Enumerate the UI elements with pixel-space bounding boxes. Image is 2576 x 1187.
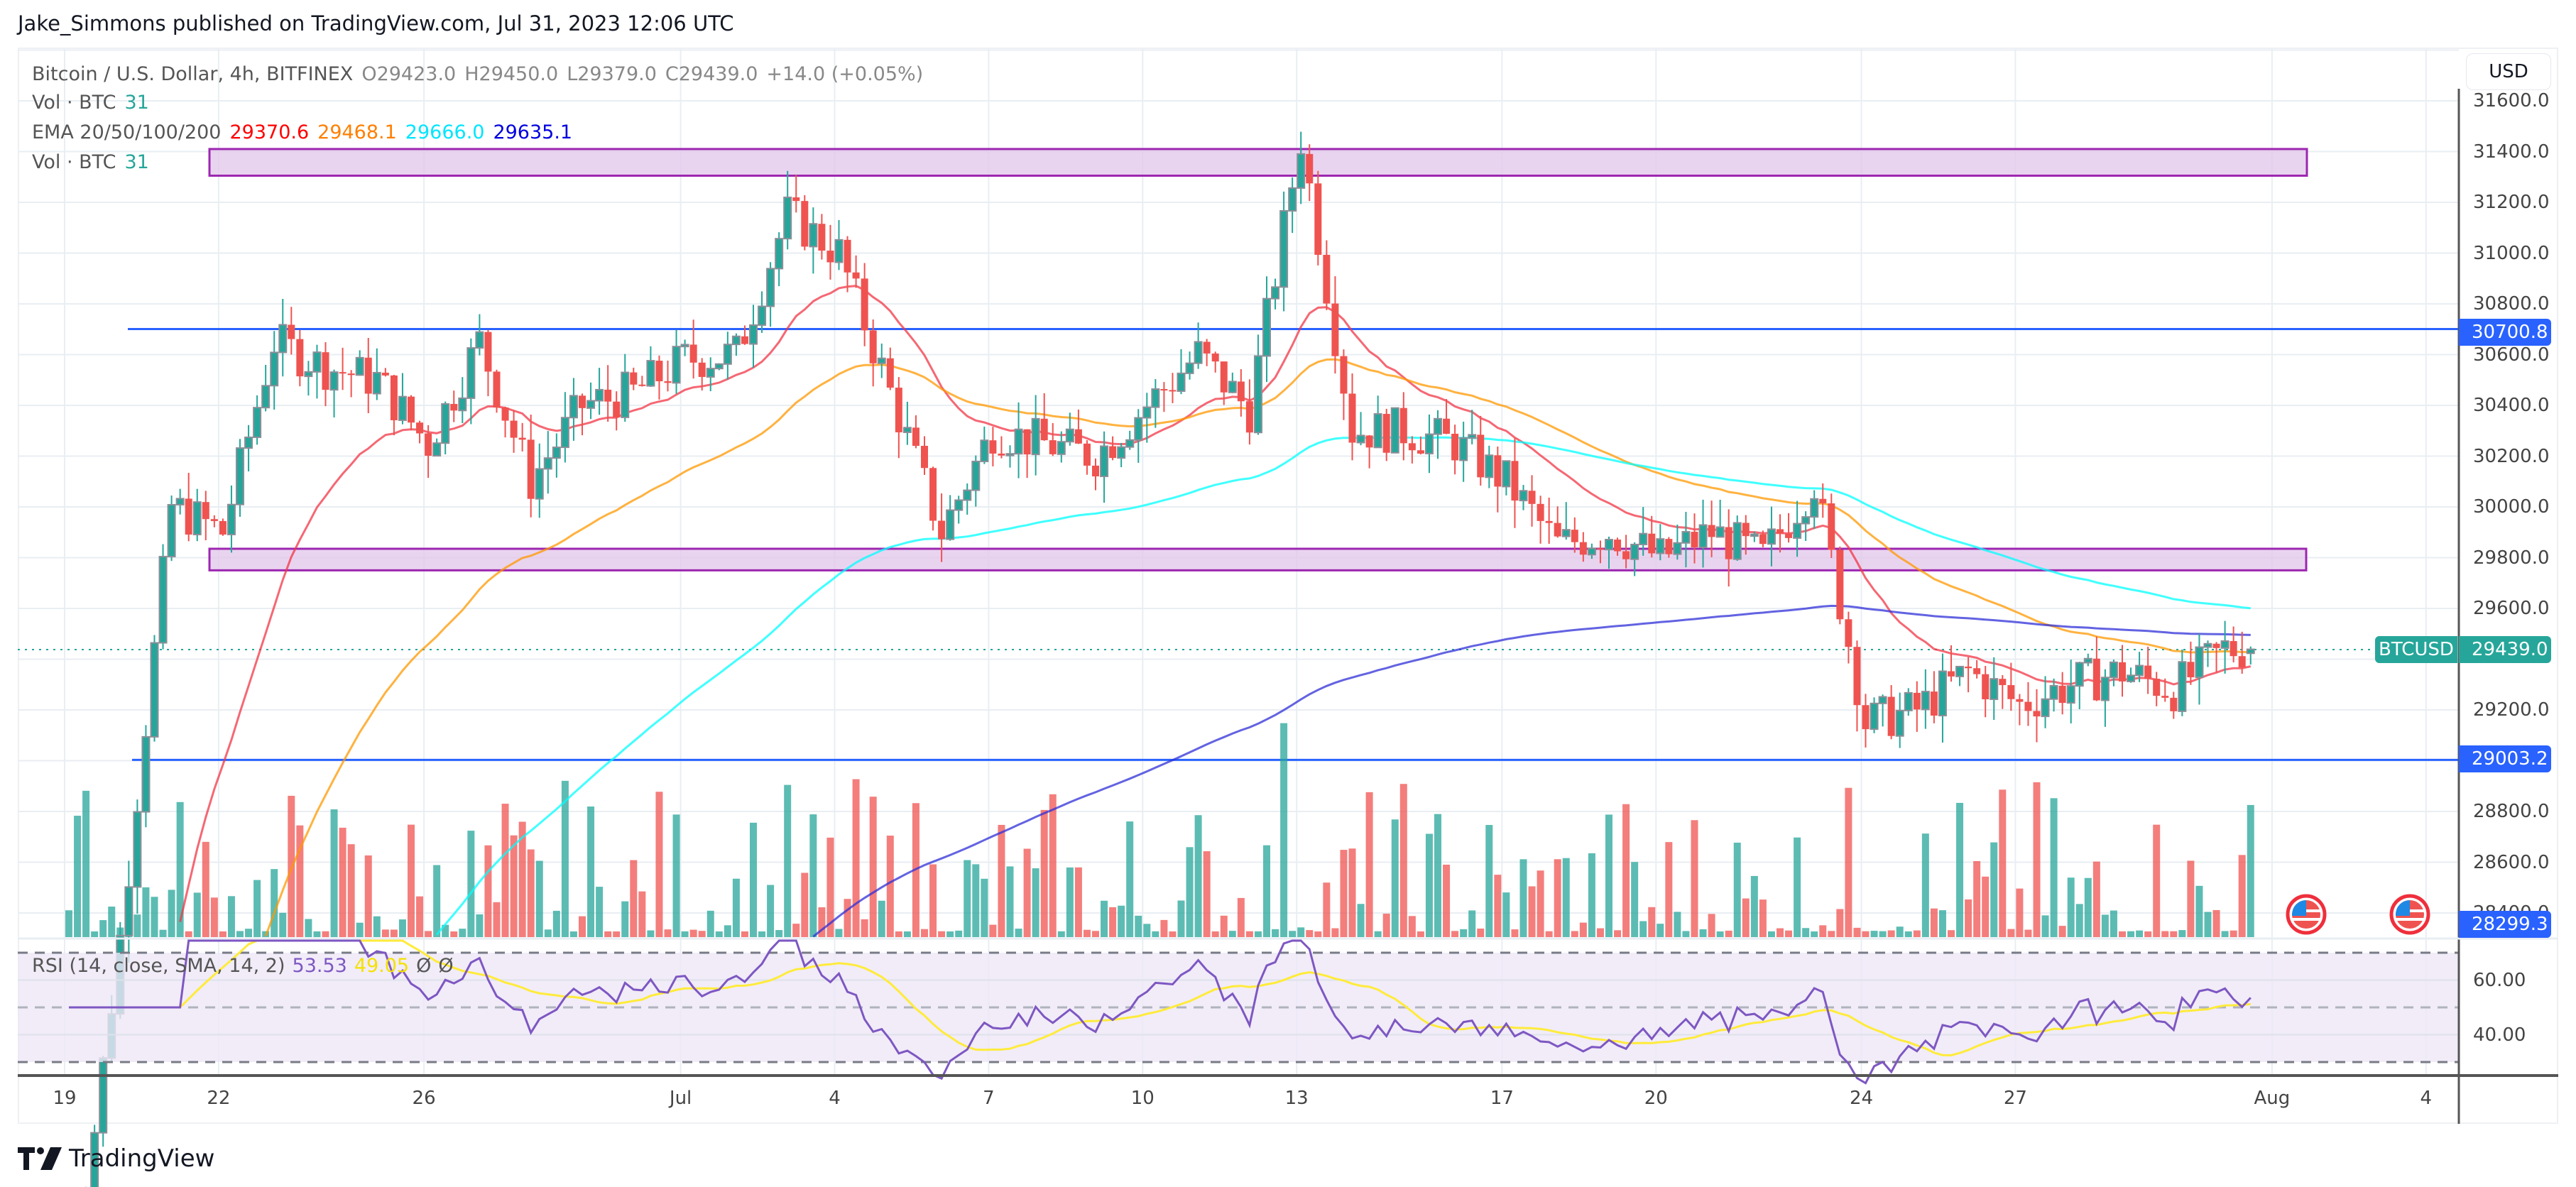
- symbol-tag: BTCUSD: [2375, 636, 2457, 663]
- vol-label: Vol · BTC: [32, 92, 116, 114]
- vol-value: 31: [124, 92, 149, 114]
- time-tick: 10: [1130, 1088, 1155, 1109]
- rsi-legend[interactable]: RSI (14, close, SMA, 14, 2) 53.53 49.05 Ø Ø: [32, 955, 461, 977]
- ema50-value: 29468.1: [317, 121, 397, 143]
- ohlc-close: C29439.0: [665, 63, 758, 85]
- candlesticks: [85, 131, 2255, 1187]
- time-tick: 17: [1490, 1088, 1514, 1109]
- currency-button[interactable]: USD: [2466, 53, 2551, 90]
- time-tick: 20: [1644, 1088, 1668, 1109]
- chart-frame: [18, 48, 2558, 1124]
- time-tick: 22: [207, 1088, 231, 1109]
- symbol-name: Bitcoin / U.S. Dollar, 4h, BITFINEX: [32, 63, 354, 85]
- time-tick: 27: [2003, 1088, 2027, 1109]
- time-tick: Aug: [2254, 1088, 2291, 1109]
- price-tick: 30800.0: [2473, 293, 2550, 314]
- ohlc-high: H29450.0: [464, 63, 559, 85]
- ohlc-low: L29379.0: [567, 63, 657, 85]
- ema-legend[interactable]: EMA 20/50/100/200 29370.6 29468.1 29666.0 29…: [32, 121, 581, 144]
- rsi-pane: [18, 939, 2459, 1085]
- tradingview-logo[interactable]: TradingView: [18, 1144, 214, 1173]
- low-price-tag: 28299.3: [2459, 911, 2551, 938]
- vol2-label: Vol · BTC: [32, 151, 116, 173]
- time-tick: 13: [1284, 1088, 1309, 1109]
- time-tick: 26: [412, 1088, 436, 1109]
- volume-bars: [65, 723, 2254, 937]
- price-tick: 28600.0: [2473, 851, 2550, 873]
- time-tick: 4: [2420, 1088, 2433, 1109]
- tradingview-logo-icon: [18, 1147, 62, 1170]
- price-tick: 28800.0: [2473, 801, 2550, 822]
- price-tick: 30000.0: [2473, 496, 2550, 518]
- support-price-tag: 29003.2: [2459, 745, 2551, 772]
- ema-lines: [179, 285, 2252, 938]
- ohlc-open: O29423.0: [361, 63, 457, 85]
- price-tick: 30400.0: [2473, 395, 2550, 416]
- time-tick: 24: [1849, 1088, 1874, 1109]
- horizontal-levels: [18, 327, 2459, 940]
- price-tick: 30600.0: [2473, 344, 2550, 366]
- price-zone: [208, 547, 2308, 571]
- rsi-line: [69, 939, 2252, 1085]
- brand-name: TradingView: [69, 1144, 215, 1173]
- rsi-ma-value: 49.05: [354, 955, 410, 977]
- price-tick: 29800.0: [2473, 547, 2550, 569]
- ema20-value: 29370.6: [229, 121, 310, 143]
- ema100-value: 29666.0: [405, 121, 485, 143]
- vol2-value: 31: [124, 151, 149, 173]
- axes: [18, 89, 2558, 1124]
- publisher-caption: Jake_Simmons published on TradingView.co…: [18, 11, 734, 35]
- resistance-price-tag: 30700.8: [2459, 319, 2551, 346]
- price-tick: 29600.0: [2473, 598, 2550, 619]
- rsi-tick-40: 40.00: [2473, 1024, 2526, 1046]
- rsi-na-1: Ø: [416, 955, 432, 977]
- price-tick: 31000.0: [2473, 242, 2550, 264]
- price-zone: [208, 148, 2308, 177]
- rsi-tick-60: 60.00: [2473, 970, 2526, 991]
- price-tick: 29200.0: [2473, 699, 2550, 721]
- ema200-value: 29635.1: [493, 121, 573, 143]
- price-zones: [208, 148, 2308, 571]
- us-flag-icon: [2286, 894, 2327, 935]
- volume-legend[interactable]: Vol · BTC 31: [32, 92, 158, 114]
- volume-legend-2[interactable]: Vol · BTC 31: [32, 151, 158, 174]
- time-tick: 19: [53, 1088, 77, 1109]
- price-tick: 31200.0: [2473, 192, 2550, 213]
- time-tick: 7: [983, 1088, 995, 1109]
- price-tick: 30200.0: [2473, 445, 2550, 467]
- rsi-label: RSI (14, close, SMA, 14, 2): [32, 955, 285, 977]
- rsi-na-2: Ø: [438, 955, 454, 977]
- time-tick: Jul: [669, 1088, 692, 1109]
- price-tick: 31600.0: [2473, 90, 2550, 111]
- ohlc-change: +14.0 (+0.05%): [766, 63, 924, 85]
- symbol-legend[interactable]: Bitcoin / U.S. Dollar, 4h, BITFINEX O2942…: [32, 63, 932, 86]
- event-flags: [2286, 894, 2430, 935]
- time-tick: 4: [829, 1088, 841, 1109]
- us-flag-icon: [2389, 894, 2430, 935]
- rsi-ma-line: [69, 939, 2251, 1057]
- ema-label: EMA 20/50/100/200: [32, 121, 222, 143]
- rsi-value: 53.53: [292, 955, 347, 977]
- last-price-tag: 29439.0: [2459, 636, 2551, 663]
- price-tick: 31400.0: [2473, 141, 2550, 163]
